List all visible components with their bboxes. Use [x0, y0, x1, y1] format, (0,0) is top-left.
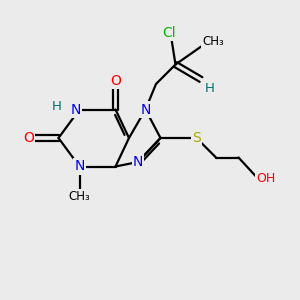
- Text: S: S: [192, 131, 201, 145]
- Text: N: N: [140, 103, 151, 116]
- Text: OH: OH: [256, 172, 275, 185]
- Text: N: N: [74, 160, 85, 173]
- Text: H: H: [205, 82, 215, 95]
- Text: O: O: [23, 131, 34, 145]
- Text: O: O: [110, 74, 121, 88]
- Text: CH₃: CH₃: [69, 190, 90, 203]
- Text: CH₃: CH₃: [202, 35, 224, 49]
- Text: N: N: [71, 103, 81, 116]
- Text: Cl: Cl: [163, 26, 176, 40]
- Text: N: N: [133, 155, 143, 169]
- Text: H: H: [52, 100, 62, 113]
